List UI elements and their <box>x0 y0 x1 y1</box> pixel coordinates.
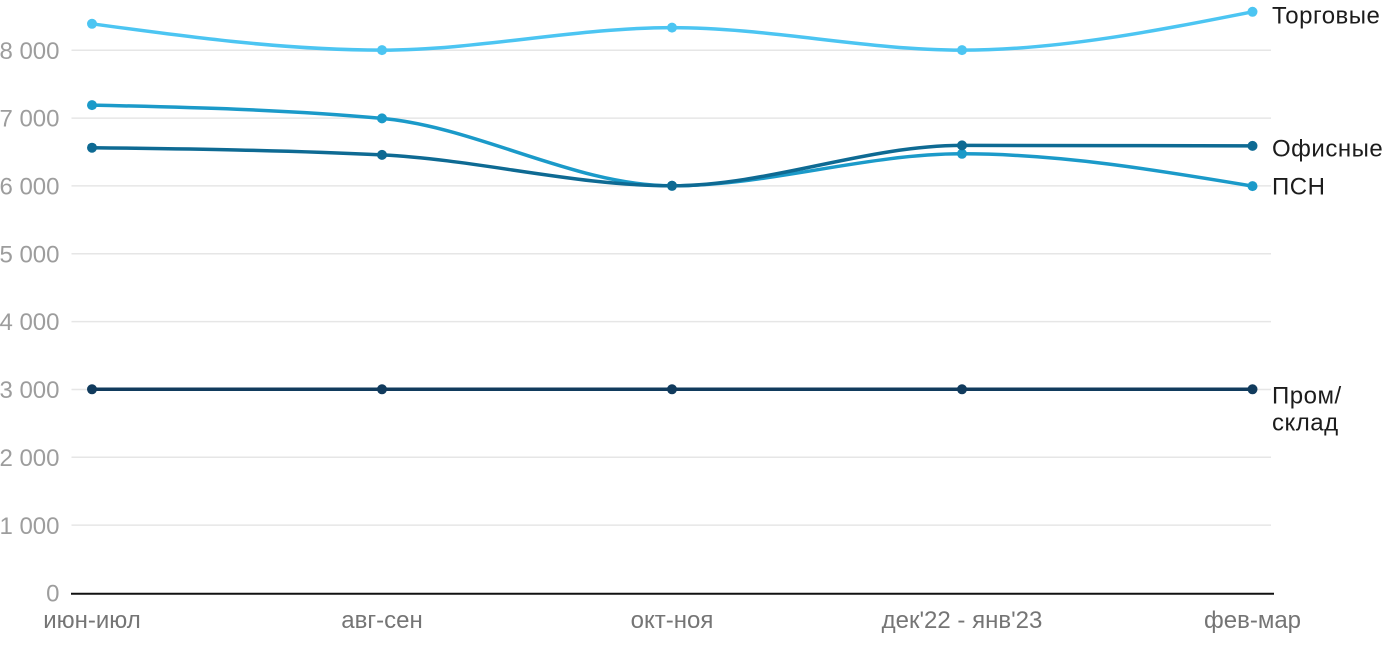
svg-text:ПСН: ПСН <box>1272 174 1325 201</box>
svg-text:окт-ноя: окт-ноя <box>631 607 714 634</box>
svg-text:1 000: 1 000 <box>0 513 60 540</box>
svg-text:Офисные: Офисные <box>1272 136 1383 163</box>
svg-text:фев-мар: фев-мар <box>1204 607 1301 634</box>
svg-text:2 000: 2 000 <box>0 445 60 472</box>
svg-text:авг-сен: авг-сен <box>341 607 422 634</box>
svg-text:4 000: 4 000 <box>0 309 60 336</box>
svg-text:июн-июл: июн-июл <box>43 607 141 634</box>
svg-text:0: 0 <box>46 581 59 608</box>
svg-text:Пром/: Пром/ <box>1272 383 1342 410</box>
svg-text:Торговые: Торговые <box>1272 3 1380 30</box>
svg-text:6 000: 6 000 <box>0 174 60 201</box>
svg-text:склад: склад <box>1272 410 1339 437</box>
svg-text:3 000: 3 000 <box>0 377 60 404</box>
svg-text:5 000: 5 000 <box>0 241 60 268</box>
svg-text:7 000: 7 000 <box>0 106 60 133</box>
svg-text:дек'22 - янв'23: дек'22 - янв'23 <box>882 607 1043 634</box>
svg-text:8 000: 8 000 <box>0 38 60 65</box>
